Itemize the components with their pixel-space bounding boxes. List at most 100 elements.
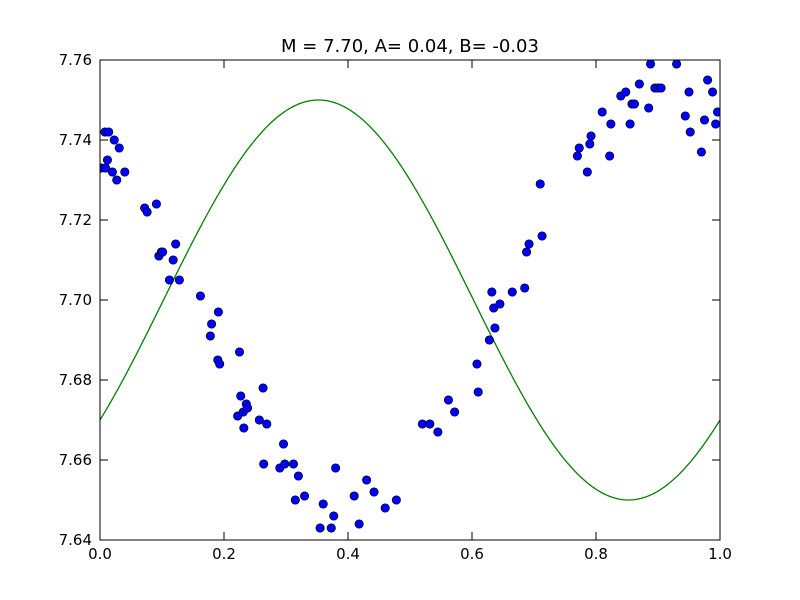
- data-point: [258, 383, 268, 393]
- data-point: [487, 287, 497, 297]
- data-point: [262, 419, 272, 429]
- x-tick-label: 1.0: [708, 545, 732, 563]
- data-point: [315, 523, 325, 533]
- data-point: [712, 107, 720, 117]
- data-point: [585, 139, 595, 149]
- data-point: [537, 231, 547, 241]
- data-point: [120, 167, 130, 177]
- axes-ticks: 0.0 0.2 0.4 0.6 0.8 1.0 7.64 7.66 7.68 7.70 7.72 7.…: [59, 51, 732, 563]
- x-tick-label: 0.6: [460, 545, 484, 563]
- data-point: [572, 151, 582, 161]
- data-point: [625, 119, 635, 129]
- y-tick-label: 7.76: [59, 51, 92, 69]
- y-tick-label: 7.72: [59, 211, 92, 229]
- data-point: [708, 87, 718, 97]
- data-point: [699, 115, 710, 125]
- data-point: [433, 427, 443, 437]
- data-point: [574, 143, 584, 153]
- data-point: [520, 283, 530, 293]
- data-point: [425, 419, 435, 429]
- data-point: [207, 319, 217, 329]
- data-point: [484, 335, 494, 345]
- data-point: [243, 403, 253, 413]
- x-tick-label: 0.2: [212, 545, 236, 563]
- data-point: [213, 307, 223, 317]
- data-point: [254, 415, 264, 425]
- data-point: [354, 519, 364, 529]
- data-point: [629, 99, 639, 109]
- data-point: [326, 523, 336, 533]
- data-point: [293, 471, 303, 481]
- data-point: [685, 127, 695, 137]
- data-point: [369, 487, 379, 497]
- data-point: [234, 347, 245, 357]
- data-point: [656, 83, 666, 93]
- data-point: [278, 439, 289, 449]
- data-point: [259, 459, 269, 469]
- data-point: [205, 331, 215, 341]
- data-point: [473, 387, 483, 397]
- data-point: [524, 239, 534, 249]
- data-point: [450, 407, 460, 417]
- data-point: [621, 87, 631, 97]
- data-point: [164, 275, 174, 285]
- y-tick-label: 7.64: [59, 531, 92, 549]
- data-point: [586, 131, 596, 141]
- plot-area: [100, 60, 720, 533]
- data-point: [318, 499, 328, 509]
- data-point: [112, 175, 122, 185]
- data-point: [329, 511, 339, 521]
- data-point: [114, 143, 124, 153]
- data-point: [288, 459, 298, 469]
- data-point: [391, 495, 401, 505]
- fit-line: [100, 99, 720, 501]
- data-point: [300, 491, 310, 501]
- data-point: [102, 155, 112, 165]
- data-point: [684, 87, 694, 97]
- x-tick-label: 0.8: [584, 545, 608, 563]
- chart-title: M = 7.70, A= 0.04, B= -0.03: [281, 36, 539, 57]
- x-tick-label: 0.4: [336, 545, 360, 563]
- y-tick-label: 7.68: [59, 371, 92, 389]
- data-point: [109, 135, 119, 145]
- data-point: [380, 503, 390, 513]
- data-point: [680, 111, 690, 121]
- data-point: [582, 167, 592, 177]
- data-point: [703, 75, 713, 85]
- y-tick-label: 7.70: [59, 291, 92, 309]
- data-point: [236, 391, 246, 401]
- data-point: [171, 239, 181, 249]
- data-point: [605, 151, 615, 161]
- y-tick-label: 7.66: [59, 451, 92, 469]
- data-point: [215, 359, 225, 369]
- data-point: [711, 119, 720, 129]
- data-point: [606, 119, 616, 129]
- data-point: [280, 459, 290, 469]
- x-tick-label: 0.0: [88, 545, 112, 563]
- data-point: [696, 147, 706, 157]
- data-point: [490, 323, 500, 333]
- data-point: [331, 463, 341, 473]
- data-point: [362, 475, 372, 485]
- data-point: [535, 179, 545, 189]
- data-point: [290, 495, 300, 505]
- data-point: [597, 107, 607, 117]
- data-point: [472, 359, 482, 369]
- data-point: [107, 167, 117, 177]
- plot-frame: [99, 59, 721, 541]
- data-point: [443, 395, 453, 405]
- data-point: [168, 255, 178, 265]
- data-point: [239, 423, 249, 433]
- y-tick-label: 7.74: [59, 131, 92, 149]
- data-point: [522, 247, 532, 257]
- data-point: [672, 60, 682, 69]
- data-point: [174, 275, 184, 285]
- data-point: [158, 247, 168, 257]
- data-point: [195, 291, 205, 301]
- data-point: [142, 207, 152, 217]
- data-point: [644, 103, 654, 113]
- data-point: [646, 60, 656, 69]
- data-point: [151, 199, 161, 209]
